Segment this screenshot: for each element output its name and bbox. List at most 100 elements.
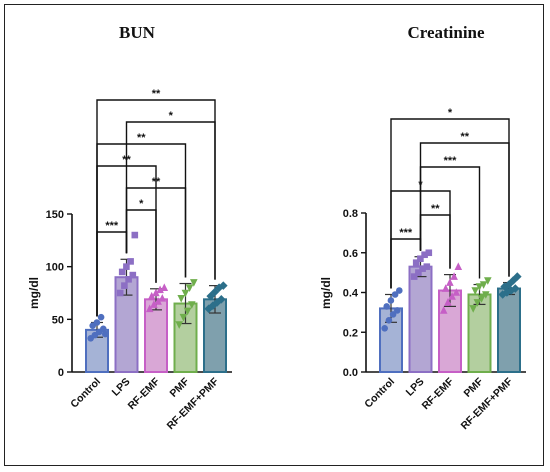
creatinine-category-label: LPS: [404, 376, 427, 399]
creatinine-data-point: [383, 303, 391, 310]
bun-data-point: [154, 297, 162, 305]
creatinine-y-axis-label: mg/dl: [319, 277, 333, 309]
creatinine-data-point: [381, 324, 389, 332]
bun-data-point: [118, 268, 126, 276]
bun-category-label: LPS: [110, 376, 133, 399]
bun-data-point: [183, 307, 192, 316]
creatinine-data-point: [415, 269, 422, 276]
bun-data-point: [97, 313, 105, 321]
creatinine-data-point: [389, 311, 397, 318]
creatinine-y-tick-label: 0.8: [343, 208, 358, 220]
bun-data-point: [214, 283, 224, 293]
creatinine-significance-bracket: [419, 214, 451, 269]
bun-data-point: [185, 284, 194, 293]
creatinine-data-point: [479, 281, 488, 289]
creatinine-data-point: [423, 263, 431, 270]
bun-category-label: Control: [68, 376, 103, 411]
creatinine-y-tick-label: 0.6: [343, 248, 358, 260]
bun-significance-label: *: [169, 110, 174, 122]
bun-data-point: [212, 298, 222, 307]
bun-data-point: [156, 285, 164, 294]
creatinine-data-point: [448, 292, 456, 300]
bun-significance-label: ***: [105, 220, 119, 232]
creatinine-data-point: [454, 262, 463, 270]
creatinine-data-point: [444, 298, 452, 306]
bun-y-axis-label: mg/dl: [27, 277, 41, 309]
creatinine-category-label: Control: [362, 376, 397, 411]
bun-data-point: [175, 321, 183, 329]
creatinine-data-point: [439, 306, 448, 314]
bun-data-point: [116, 289, 124, 297]
bun-category-label: RF-EMF+PMF: [165, 375, 222, 432]
bun-category-label: RF-EMF: [126, 375, 163, 412]
creatinine-title: Creatinine: [407, 23, 485, 42]
bun-significance-label: *: [139, 198, 144, 210]
creatinine-y-tick-label: 0.4: [343, 288, 359, 300]
bun-data-point: [129, 271, 137, 279]
bun-data-point: [93, 319, 101, 326]
bun-data-point: [147, 291, 156, 300]
creatinine-data-point: [396, 287, 403, 294]
bun-category-label: PMF: [167, 375, 192, 400]
creatinine-bar-lps: [408, 265, 433, 374]
creatinine-data-point: [500, 282, 509, 291]
creatinine-data-point: [425, 249, 433, 257]
bun-data-point: [125, 276, 132, 283]
bun-data-point: [217, 295, 226, 304]
creatinine-data-point: [482, 291, 490, 299]
creatinine-category-label: RF-EMF+PMF: [459, 375, 516, 432]
creatinine-data-point: [387, 297, 395, 304]
bun-y-tick-label: 0: [58, 367, 64, 379]
bun-y-tick-label: 50: [52, 314, 64, 326]
creatinine-significance-bracket: [390, 118, 510, 289]
bun-data-point: [188, 301, 196, 309]
bun-data-point: [127, 258, 134, 265]
creatinine-panel: Creatinine mg/dl 0.0 0.2 0.4 0.6 0.8 Control L…: [319, 23, 526, 432]
creatinine-data-point: [421, 251, 428, 259]
creatinine-data-point: [471, 287, 479, 295]
bun-data-point: [177, 294, 185, 303]
creatinine-data-point: [469, 305, 477, 313]
bun-y-tick-label: 100: [46, 262, 64, 274]
bun-data-point: [160, 283, 169, 292]
creatinine-data-point: [419, 265, 426, 272]
creatinine-data-point: [417, 255, 424, 263]
creatinine-data-point: [475, 283, 484, 291]
bun-data-point: [181, 289, 190, 298]
bun-data-point: [210, 287, 220, 297]
creatinine-data-point: [513, 272, 522, 281]
creatinine-data-point: [410, 273, 418, 280]
bun-data-point: [190, 279, 198, 287]
creatinine-data-point: [473, 299, 482, 307]
bun-title: BUN: [119, 23, 156, 42]
creatinine-y-tick-label: 0.2: [343, 327, 358, 339]
bun-y-tick-label: 150: [46, 209, 64, 221]
creatinine-data-point: [394, 307, 401, 314]
creatinine-data-point: [391, 291, 399, 298]
creatinine-significance-label: **: [460, 131, 469, 143]
bun-significance-bracket: [96, 99, 216, 317]
bun-significance-label: **: [152, 88, 161, 100]
creatinine-data-point: [412, 259, 420, 266]
creatinine-significance-label: ***: [444, 155, 458, 167]
bun-data-point: [219, 281, 228, 290]
creatinine-data-point: [511, 284, 520, 293]
bun-data-point: [145, 304, 154, 313]
bun-data-point: [206, 291, 215, 301]
bun-data-point: [204, 304, 213, 314]
creatinine-data-point: [452, 288, 461, 296]
creatinine-significance-label: *: [448, 107, 453, 119]
bun-data-point: [179, 313, 188, 322]
bun-significance-label: **: [137, 132, 146, 144]
figure-frame: [4, 4, 544, 466]
creatinine-data-point: [477, 295, 486, 303]
creatinine-data-point: [385, 317, 393, 324]
creatinine-significance-label: **: [431, 203, 440, 215]
creatinine-category-label: PMF: [461, 375, 486, 400]
bun-data-point: [100, 325, 107, 333]
bun-data-point: [208, 301, 218, 310]
bun-data-point: [123, 263, 130, 270]
creatinine-bar-rf-emf-pmf: [497, 287, 521, 373]
